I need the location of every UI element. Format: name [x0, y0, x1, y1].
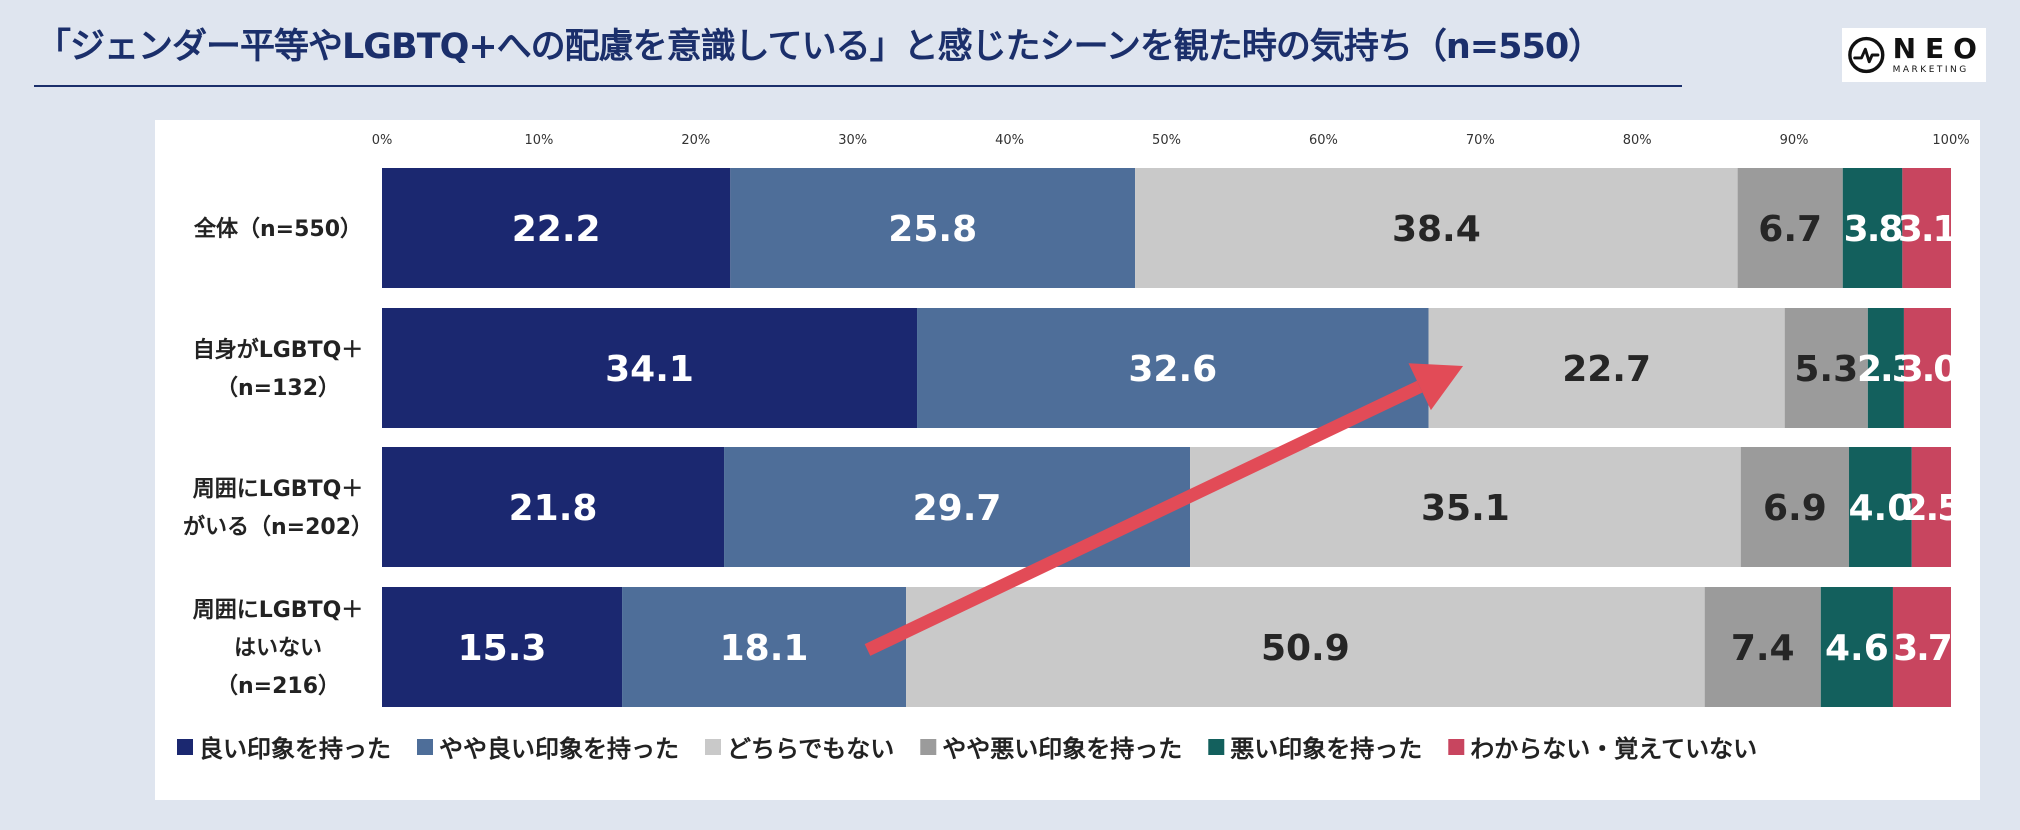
logo-subtitle: MARKETING	[1892, 65, 1969, 75]
x-tick-label: 30%	[838, 133, 867, 148]
brand-logo: NEO MARKETING	[1842, 28, 1986, 82]
category-label: 周囲にLGBTQ＋	[193, 477, 364, 502]
bar-segment	[724, 447, 1191, 567]
bar-segment	[1784, 308, 1868, 428]
data-label: 25.8	[888, 209, 977, 250]
bar-segment	[1428, 308, 1785, 428]
bar-segment	[1842, 168, 1903, 288]
data-label: 6.7	[1758, 209, 1822, 250]
data-label: 29.7	[913, 488, 1002, 529]
logo-wordmark: NEO	[1892, 32, 1986, 65]
stacked-bar-chart: 0% 10% 20% 30% 40% 50% 60% 70% 80% 90% 100% 22.2 25.…	[177, 133, 1970, 763]
category-label: （n=132）	[216, 376, 340, 401]
bar-segment	[1911, 447, 1951, 567]
chart-panel: 0% 10% 20% 30% 40% 50% 60% 70% 80% 90% 100% 22.2 25.…	[155, 120, 1980, 800]
category-label: はいない	[234, 636, 322, 661]
legend-label: 悪い印象を持った	[1230, 735, 1422, 763]
x-tick-label: 60%	[1309, 133, 1338, 148]
data-label: 4.6	[1825, 628, 1889, 669]
bar-segment	[1892, 587, 1951, 707]
data-label: 6.9	[1763, 488, 1827, 529]
legend-label: どちらでもない	[727, 735, 894, 763]
data-label: 21.8	[509, 488, 598, 529]
x-tick-label: 20%	[681, 133, 710, 148]
bar-segment	[1820, 587, 1893, 707]
data-label: 7.4	[1731, 628, 1795, 669]
data-label: 2.5	[1902, 488, 1960, 529]
x-tick-label: 90%	[1780, 133, 1809, 148]
x-tick-label: 0%	[372, 133, 393, 148]
data-label: 3.7	[1893, 628, 1951, 669]
legend-label: わからない・覚えていない	[1470, 735, 1757, 763]
legend-swatch	[1208, 739, 1225, 755]
data-label: 3.8	[1844, 209, 1902, 250]
trend-arrow-shaft	[864, 380, 1423, 656]
data-label: 5.3	[1794, 349, 1858, 390]
category-label: （n=216）	[216, 674, 340, 699]
bar-segment	[382, 587, 623, 707]
title-underline	[34, 85, 1682, 87]
bar-segment	[730, 168, 1136, 288]
bar-segment	[382, 447, 725, 567]
bar-segment	[917, 308, 1429, 428]
legend-label: 良い印象を持った	[199, 735, 391, 763]
bar-segment	[382, 168, 731, 288]
x-tick-label: 40%	[995, 133, 1024, 148]
legend-swatch	[705, 739, 721, 755]
x-tick-label: 100%	[1932, 133, 1969, 148]
legend-label: やや良い印象を持った	[439, 735, 679, 763]
bar-segment	[1902, 168, 1951, 288]
page-title: 「ジェンダー平等やLGBTQ+への配慮を意識している」と感じたシーンを観た時の気…	[36, 27, 1603, 67]
data-label: 32.6	[1128, 349, 1217, 390]
data-label: 22.2	[512, 209, 601, 250]
category-label: 周囲にLGBTQ＋	[193, 598, 364, 623]
bar-segment	[1737, 168, 1843, 288]
bar-segment	[1903, 308, 1951, 428]
legend-swatch	[1448, 739, 1465, 755]
data-label: 3.1	[1898, 209, 1956, 250]
data-label: 18.1	[720, 628, 809, 669]
data-label: 35.1	[1421, 488, 1510, 529]
data-label: 50.9	[1261, 628, 1350, 669]
bar-segment	[1740, 447, 1850, 567]
legend-swatch	[177, 739, 193, 755]
data-label: 22.7	[1562, 349, 1651, 390]
category-label: 全体（n=550）	[193, 216, 362, 242]
bar-segment	[1867, 308, 1904, 428]
data-label: 15.3	[458, 628, 547, 669]
trend-arrow-head	[1408, 363, 1464, 411]
legend-label: やや悪い印象を持った	[942, 735, 1182, 763]
x-tick-label: 50%	[1152, 133, 1181, 148]
bar-segment	[622, 587, 907, 707]
bar-segment	[906, 587, 1705, 707]
legend-swatch	[920, 739, 937, 755]
bar-segment	[1135, 168, 1738, 288]
x-tick-label: 70%	[1466, 133, 1495, 148]
data-label: 34.1	[605, 349, 694, 390]
legend-swatch	[417, 739, 433, 755]
x-tick-label: 80%	[1623, 133, 1652, 148]
data-label: 38.4	[1392, 209, 1481, 250]
bar-segment	[1849, 447, 1912, 567]
x-tick-label: 10%	[524, 133, 553, 148]
data-label: 3.0	[1899, 349, 1958, 390]
data-label: 4.0	[1849, 488, 1913, 529]
logo-pulse-icon	[1848, 36, 1885, 74]
category-label: 自身がLGBTQ＋	[193, 337, 364, 363]
bar-segment	[1190, 447, 1741, 567]
bar-segment	[1704, 587, 1821, 707]
category-label: がいる（n=202）	[183, 514, 373, 540]
bar-segment	[382, 308, 918, 428]
